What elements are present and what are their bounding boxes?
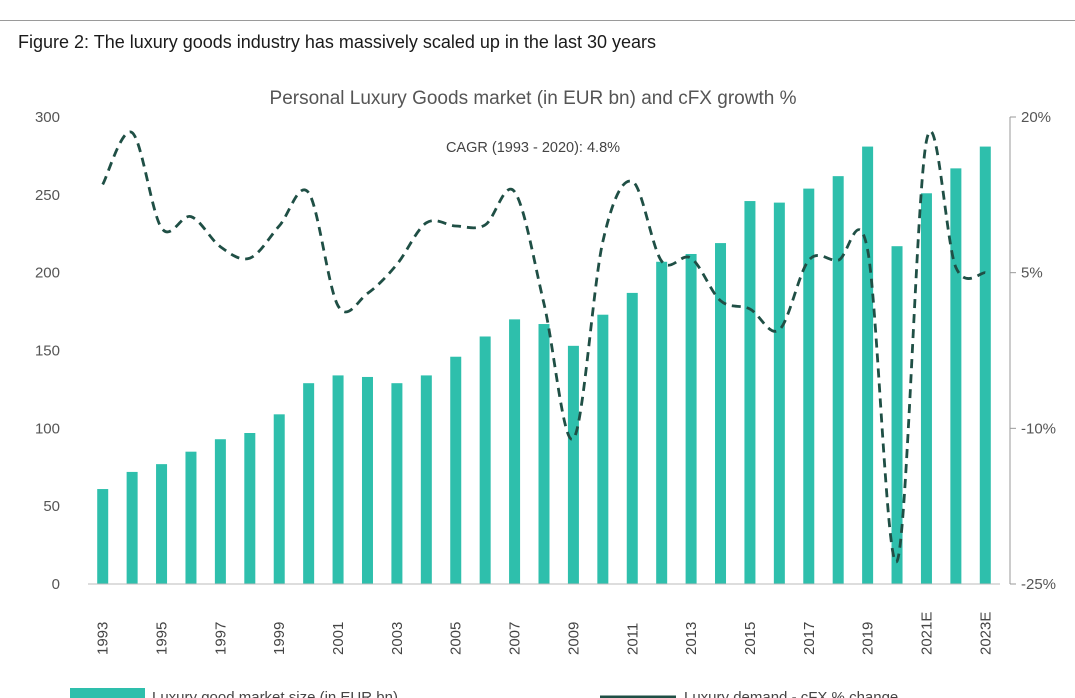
cagr-annotation: CAGR (1993 - 2020): 4.8% (446, 140, 620, 156)
right-tick-label: -10% (1021, 420, 1056, 437)
bar (832, 176, 844, 585)
x-tick-label: 2003 (389, 622, 406, 655)
x-tick-label: 2013 (683, 622, 700, 655)
bar (156, 464, 168, 584)
bar (332, 375, 344, 584)
x-tick-label: 1997 (212, 622, 229, 655)
bar (891, 246, 903, 584)
bar (303, 383, 315, 584)
bar (920, 193, 932, 584)
x-tick-label: 2007 (507, 622, 524, 655)
bar (509, 319, 521, 584)
bar (744, 201, 756, 584)
left-tick-label: 100 (35, 420, 60, 437)
bar (773, 202, 785, 584)
bar (950, 168, 962, 584)
bar (244, 433, 256, 584)
bar (597, 314, 609, 584)
left-axis: 0 50 100 150 200 250 300 (35, 109, 60, 593)
x-tick-label: 2019 (860, 622, 877, 655)
x-tick-label: 2023E (977, 612, 994, 655)
bar (715, 243, 727, 584)
top-rule (0, 20, 1075, 21)
right-tick-label: 5% (1021, 265, 1043, 282)
cfx-growth-line (101, 129, 986, 564)
x-tick-label: 1993 (95, 622, 112, 655)
bar (185, 451, 197, 584)
right-axis (1009, 116, 1016, 585)
bar (420, 375, 432, 584)
x-tick-label: 1995 (154, 622, 171, 655)
figure-caption: Figure 2: The luxury goods industry has … (18, 32, 656, 52)
x-tick-label: 1999 (271, 622, 288, 655)
right-axis-labels: -25% -10% 5% 20% (1021, 109, 1056, 593)
bar (391, 383, 403, 584)
right-tick-label: -25% (1021, 576, 1056, 593)
x-tick-label: 2017 (801, 622, 818, 655)
x-tick-label: 2001 (330, 622, 347, 655)
left-tick-label: 50 (43, 498, 60, 515)
left-tick-label: 200 (35, 265, 60, 282)
x-tick-label: 2005 (448, 622, 465, 655)
x-tick-label: 2011 (624, 623, 641, 655)
bar (273, 414, 285, 584)
bar (126, 471, 138, 584)
left-tick-label: 300 (35, 109, 60, 126)
bar (862, 146, 874, 584)
legend-bar-label: Luxury good market size (in EUR bn) (152, 689, 398, 698)
chart-title: Personal Luxury Goods market (in EUR bn)… (270, 88, 797, 109)
bar (979, 146, 991, 584)
left-tick-label: 0 (52, 576, 60, 593)
bar (361, 376, 373, 584)
bar (803, 188, 815, 584)
right-tick-label: 20% (1021, 109, 1051, 126)
legend-bar-swatch (70, 688, 145, 698)
left-tick-label: 150 (35, 343, 60, 360)
bar (538, 324, 550, 584)
x-tick-label: 2009 (565, 622, 582, 655)
bar (214, 439, 226, 584)
bar (450, 356, 462, 584)
x-axis: 1993 1995 1997 1999 2001 2003 2005 2007 2009 2011… (88, 583, 1000, 655)
bar (97, 489, 109, 584)
left-tick-label: 250 (35, 187, 60, 204)
bar-series (97, 146, 991, 585)
bar (567, 345, 579, 584)
x-tick-label: 2021E (918, 612, 935, 655)
x-tick-label: 2015 (742, 622, 759, 655)
bar (685, 253, 697, 584)
bar (656, 261, 668, 584)
bar (626, 292, 638, 584)
legend-line-label: Luxury demand - cFX % change (684, 689, 898, 698)
bar (479, 336, 491, 584)
legend: Luxury good market size (in EUR bn) Luxur… (70, 688, 898, 698)
line-series (101, 129, 986, 564)
